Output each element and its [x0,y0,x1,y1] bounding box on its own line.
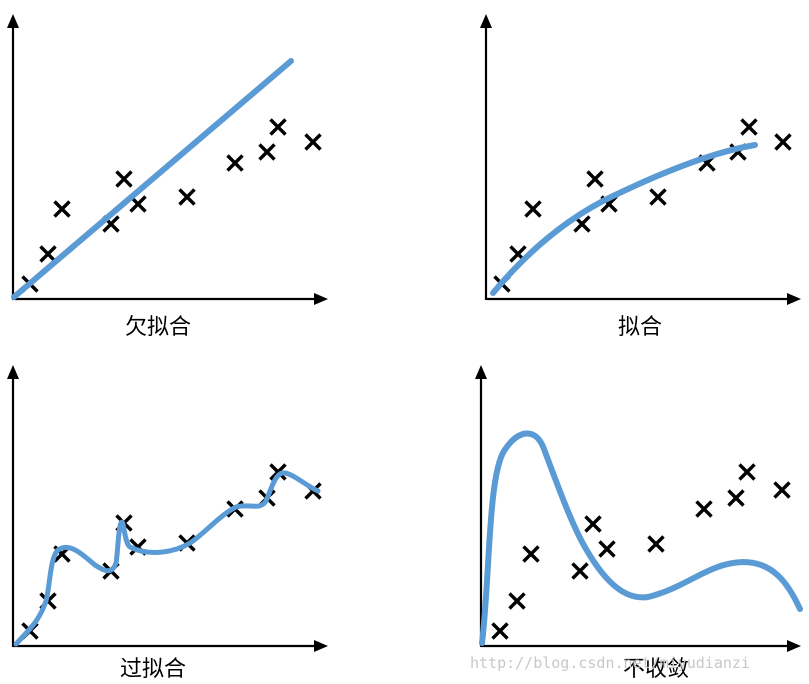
data-point-cross [649,188,667,206]
panel-caption: 欠拟合 [125,315,191,340]
data-point-cross [740,118,758,136]
panel-caption: 拟合 [618,315,662,340]
data-point-cross [522,545,540,563]
y-axis [7,365,19,647]
data-point-cross [738,463,756,481]
x-axis [13,640,328,652]
fit-curve [490,142,758,296]
data-point-cross [115,170,133,188]
data-point-cross [773,481,791,499]
watermark-text: http://blog.csdn.net/miyudianzi [470,654,750,672]
data-point-cross [774,133,792,151]
data-point-cross [258,143,276,161]
data-point-cross [226,154,244,172]
fit-curve [13,470,321,647]
data-point-cross [586,170,604,188]
data-point-cross [584,515,602,533]
y-axis [480,14,492,300]
data-point-cross [727,489,745,507]
panel-caption: 过拟合 [120,657,186,682]
data-point-cross [491,622,509,640]
data-point-cross [598,540,616,558]
y-axis [7,14,19,300]
data-point-cross [39,245,57,263]
data-point-cross [269,463,287,481]
panel-divergent: 不收敛 [475,365,803,682]
data-points [21,118,322,293]
data-point-cross [571,562,589,580]
data-points [491,463,791,640]
data-point-cross [304,133,322,151]
x-axis [13,293,328,305]
data-point-cross [53,200,71,218]
data-point-cross [647,535,665,553]
panel-caption: 不收敛 [623,657,689,682]
data-point-cross [695,500,713,518]
x-axis [481,640,801,652]
panel-overfit: 过拟合 [7,365,328,682]
panel-goodfit: 拟合 [480,14,801,340]
x-axis [486,293,801,305]
data-point-cross [269,118,287,136]
y-axis [475,365,487,647]
panel-underfit: 欠拟合 [7,14,328,340]
data-point-cross [508,592,526,610]
fit-curve [11,58,294,300]
fit-curve [479,430,803,646]
data-point-cross [524,200,542,218]
data-point-cross [178,188,196,206]
